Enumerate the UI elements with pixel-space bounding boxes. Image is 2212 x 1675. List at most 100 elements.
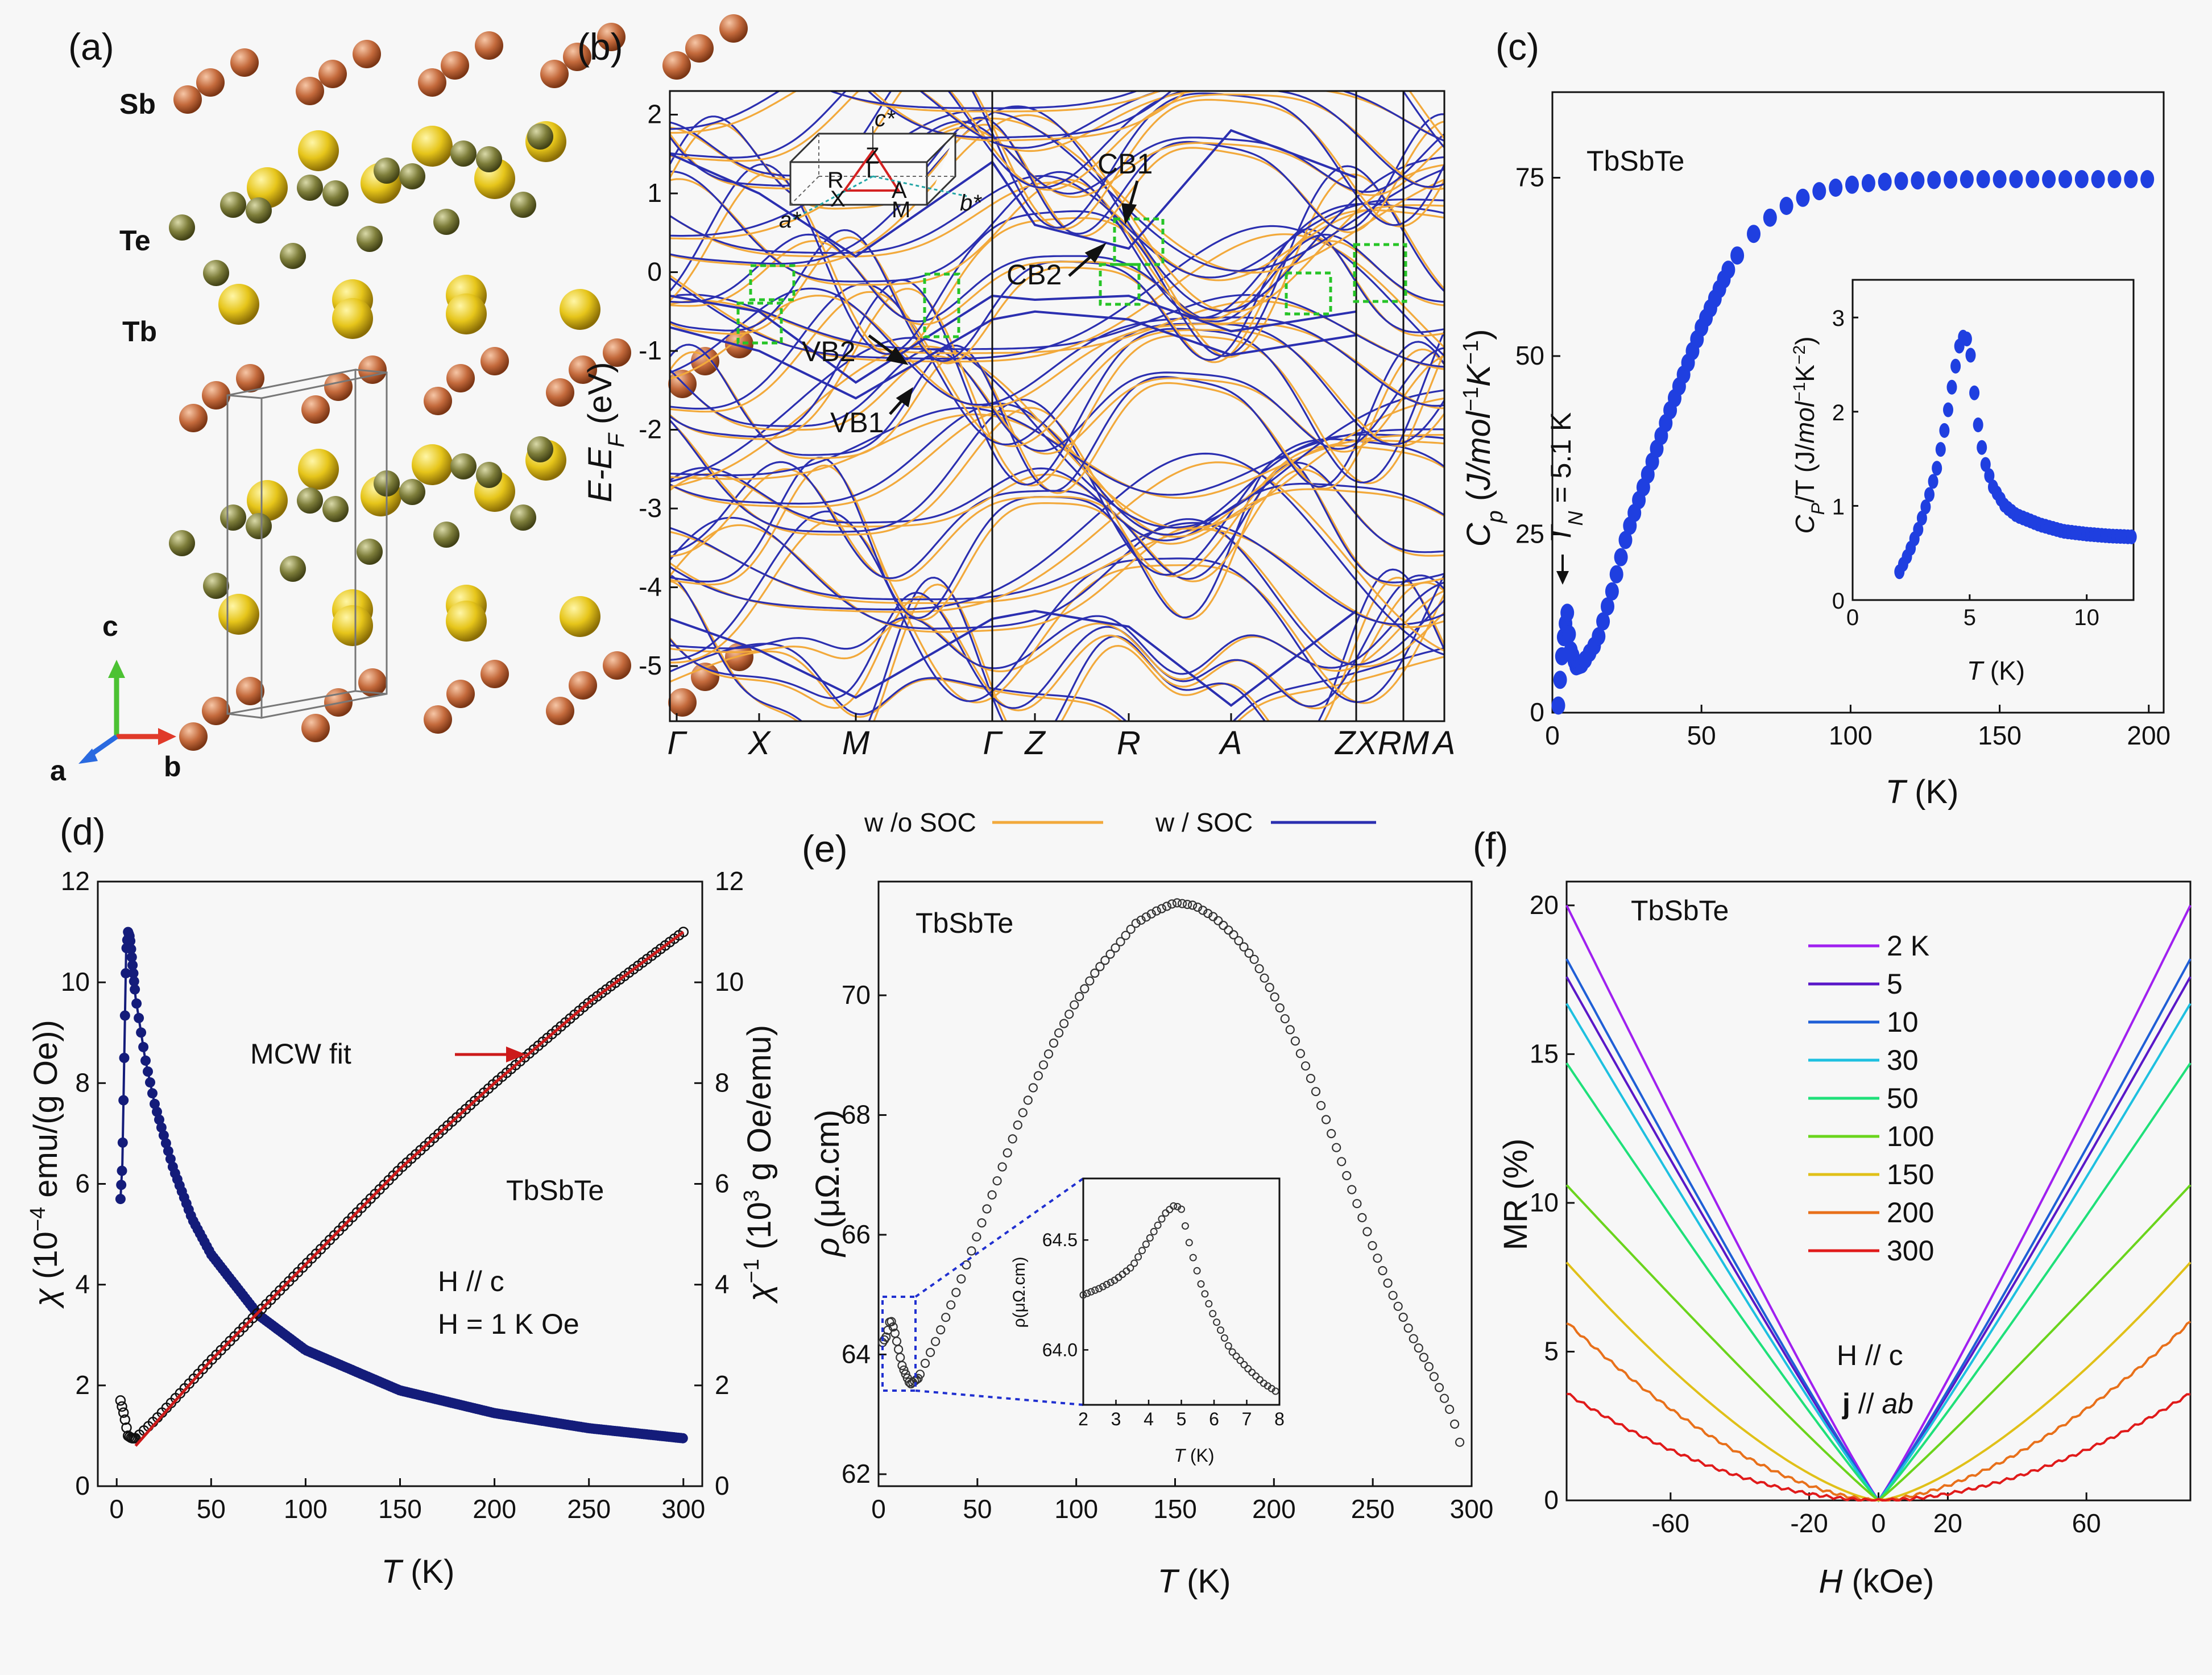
band-ylabel-sub: F [604,432,629,448]
band-line-no-soc [670,413,1444,499]
tn-sub: N [1564,510,1587,526]
sb-atom [179,404,208,432]
chi-inv-ytick-label: 12 [715,866,744,896]
sb-atom [691,347,719,375]
chi-inv-ytick-label: 0 [715,1471,730,1500]
rho-point [1229,930,1238,940]
cp-point [2074,170,2089,188]
rho-point [992,1176,1002,1186]
cp-inset-point [1950,358,1961,374]
band-ylabel-main: E-E [582,446,619,502]
rho-point [1049,1038,1059,1048]
cp-point [1618,531,1633,549]
cp-point [1614,548,1628,566]
axis-c-label: c [102,610,118,642]
cp-inset-ytick-label: 1 [1832,494,1845,519]
cp-ytick-label: 50 [1515,341,1544,370]
rho-point [1270,992,1279,1002]
rho-point [1157,904,1167,913]
mr-ytick-label: 15 [1530,1039,1559,1068]
cp-point [2140,170,2155,188]
annotation-cb2: CB2 [1006,259,1062,291]
sb-atom [569,355,597,384]
rho-point [1388,1291,1398,1300]
band-line-soc [670,452,1444,656]
mr-legend-label: 300 [1887,1235,1934,1267]
mr-legend-label: 5 [1887,968,1903,1000]
sb-atom [480,347,509,375]
band-series-deep-band [670,610,1357,707]
cp-inset-ylabel: CP/T (J/mol−1K−2) [1790,336,1829,533]
rho-point [1316,1101,1326,1110]
band-ylabel-unit: (eV) [582,362,619,434]
band-series-cb1 [670,129,1357,258]
sb-atom [173,85,202,114]
tn-label: T [1545,524,1577,543]
rho-inset-point [1158,1215,1166,1223]
band-kpoint-label: Z [1024,725,1046,762]
cp-point [2058,170,2072,188]
cp-ytick-label: 0 [1530,697,1544,727]
rho-point [1131,919,1141,928]
mr-legend-label: 150 [1887,1159,1934,1190]
fit-label: MCW fit [250,1038,351,1070]
cp-point [1596,612,1610,631]
band-ytick-label: 0 [647,257,662,287]
te-atom [450,140,477,167]
chi-xlabel: T (K) [382,1553,455,1590]
rho-point [1100,956,1110,965]
te-atom [357,539,383,565]
rho-point [1424,1362,1434,1371]
mcw-fit-line [134,930,685,1447]
rho-inset-point [1236,1356,1244,1364]
band-line-soc [670,175,1444,279]
rho-point [982,1204,992,1214]
rho-point [936,1325,946,1335]
sb-atom [597,23,626,51]
annotation-vb1: VB1 [830,407,884,439]
band-frame [669,90,1445,722]
band-line-soc [670,516,1444,666]
cp-inset-point [1939,423,1950,438]
rho-inset-ytick-label: 64.5 [1042,1230,1078,1250]
rho-point [962,1260,971,1270]
sb-atom [569,671,597,700]
tb-atom [332,298,373,339]
te-atom [476,462,502,488]
mr-current-sep: // [1850,1388,1882,1420]
rho-point [1234,936,1244,946]
panel-b-label: (b) [577,26,623,68]
band-kpoint-label: Γ [667,725,687,762]
rho-point [1434,1383,1444,1392]
rho-inset-xtick-label: 5 [1177,1409,1187,1429]
rho-inset-xtick-label: 4 [1144,1409,1154,1429]
sb-atom [603,338,631,367]
rho-inset-point [1146,1234,1154,1242]
cp-inset-ytick-label: 0 [1832,589,1845,614]
cp-inset-point [1924,487,1935,502]
rho-inset-xtick-label: 8 [1274,1409,1285,1429]
rho-point [1398,1312,1408,1322]
sb-atom [725,330,753,358]
rho-inset-point [1142,1240,1150,1248]
rho-point [1219,920,1228,930]
te-atom [203,573,229,599]
band-kpoint-label: A [1219,725,1242,762]
rho-point [1193,902,1203,912]
rho-inset-point [1181,1222,1189,1230]
rho-point [1368,1241,1377,1251]
tb-atom [332,605,373,646]
rho-point [1311,1087,1321,1097]
rho-inset-plot: 2 3 4 5 6 7 8 64.0 64.5 [1042,1177,1285,1429]
band-line-soc [670,581,1444,675]
axis-a-label: a [50,755,67,787]
band-line-no-soc [670,581,1444,712]
rho-point [1116,937,1125,946]
rho-sample: TbSbTe [916,907,1013,939]
cp-xtick-label: 200 [2127,721,2170,750]
cp-xlabel: T (K) [1886,774,1959,810]
tb-atom [218,284,259,325]
tb-atom [446,601,487,642]
rho-inset-point [1248,1368,1256,1376]
rho-point [1347,1185,1357,1194]
